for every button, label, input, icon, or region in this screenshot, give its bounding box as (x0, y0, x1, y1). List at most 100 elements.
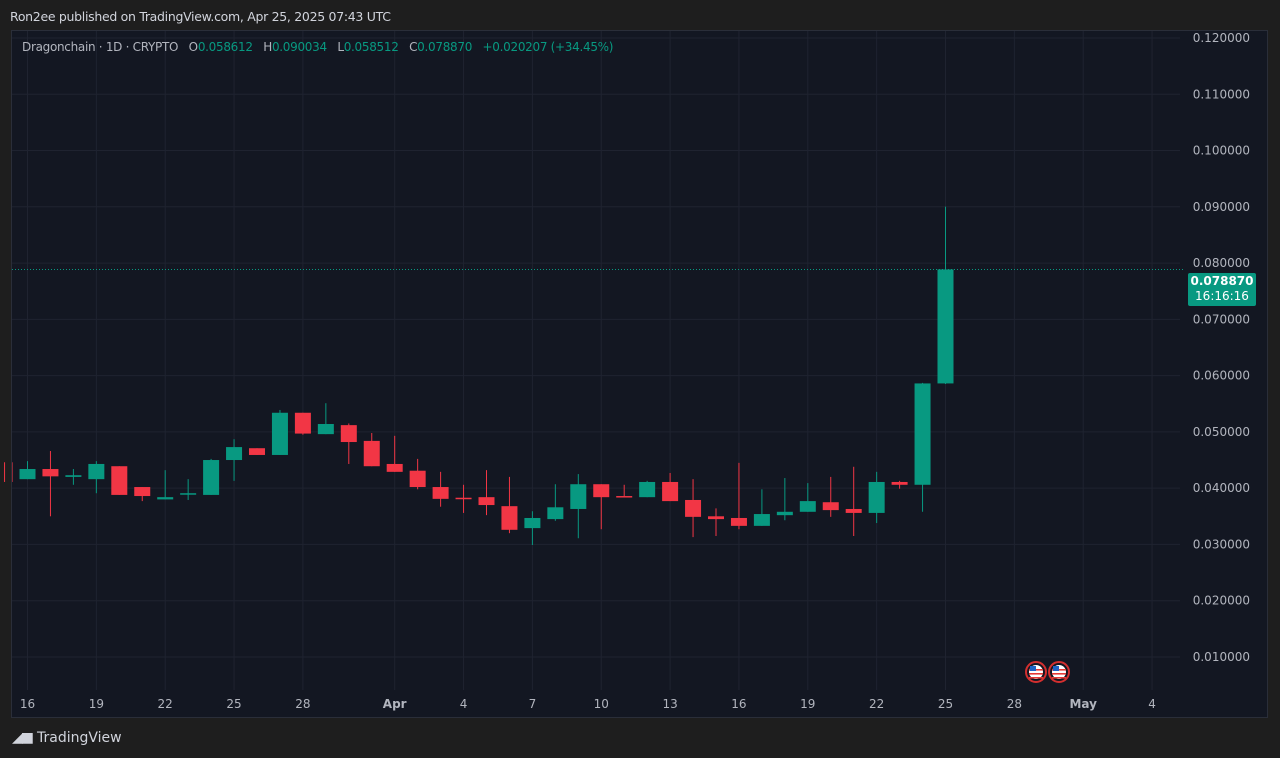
candle (662, 472, 679, 502)
candle (570, 474, 587, 539)
candle-body (19, 469, 36, 480)
candle-body (708, 516, 724, 520)
candle-body (730, 517, 747, 526)
candle (914, 382, 931, 512)
candle-body (386, 463, 403, 472)
candle (111, 466, 128, 495)
x-tick-label: 28 (295, 697, 310, 711)
publish-info: Ron2ee published on TradingView.com, Apr… (10, 9, 391, 24)
us-flag-event-icon[interactable] (1025, 661, 1047, 683)
candle-body (524, 517, 541, 529)
x-tick-label: 19 (800, 697, 815, 711)
x-tick-label: 7 (529, 697, 537, 711)
candle (203, 458, 220, 495)
candle (157, 470, 174, 500)
candle (409, 458, 426, 490)
candle-body (891, 481, 908, 485)
candle (363, 433, 380, 467)
x-tick-label: 22 (158, 697, 173, 711)
candle-body (547, 507, 564, 520)
candle (271, 409, 288, 455)
candle-body (271, 412, 288, 455)
candle-body (88, 463, 105, 480)
x-tick-label: 13 (662, 697, 677, 711)
x-tick-label: 19 (89, 697, 104, 711)
candle-body (363, 440, 380, 467)
candle (891, 480, 908, 489)
candle (4, 462, 13, 482)
candle-body (226, 447, 243, 461)
last-price-label: 0.078870 16:16:16 (1188, 273, 1256, 306)
candle (547, 484, 564, 521)
candle (708, 508, 724, 536)
y-tick-label: 0.050000 (1193, 425, 1250, 439)
high-label: H (263, 40, 272, 54)
candle-body (845, 508, 862, 513)
y-tick-label: 0.040000 (1193, 481, 1250, 495)
us-flag-event-icon[interactable] (1048, 661, 1070, 683)
candle-body (937, 269, 954, 384)
tradingview-logo: ◢■ (12, 730, 34, 746)
candle (868, 471, 885, 524)
candle-body (776, 511, 793, 516)
candle (294, 412, 311, 435)
candle (478, 470, 495, 516)
last-price-value: 0.078870 (1190, 274, 1254, 288)
low-value: 0.058512 (343, 40, 399, 54)
candle (639, 480, 656, 498)
candle (937, 206, 954, 384)
candle (386, 435, 403, 472)
candle (524, 511, 541, 545)
candle-body (409, 470, 426, 488)
candle (134, 487, 151, 502)
candle-body (662, 481, 679, 502)
candle-body (570, 484, 587, 509)
candle (455, 484, 472, 513)
y-tick-label: 0.090000 (1193, 200, 1250, 214)
x-tick-label: 25 (938, 697, 953, 711)
candle (249, 448, 265, 455)
candle-body (868, 481, 885, 513)
chart-legend: Dragonchain · 1D · CRYPTO O0.058612 H0.0… (22, 40, 613, 54)
chart-panel[interactable] (11, 30, 1268, 718)
candle (19, 461, 36, 480)
candle (753, 489, 770, 526)
candle (799, 483, 816, 512)
candle (42, 451, 59, 517)
x-tick-label: 4 (460, 697, 468, 711)
candle (432, 471, 449, 507)
candle (180, 479, 197, 500)
candle-body (111, 466, 128, 495)
candle-body (203, 460, 220, 495)
candle-body (340, 425, 357, 443)
candle (226, 439, 243, 481)
y-tick-label: 0.020000 (1193, 594, 1250, 608)
candle-body (616, 496, 633, 498)
tradingview-brand[interactable]: ◢■ TradingView (12, 730, 122, 746)
x-tick-label: 25 (226, 697, 241, 711)
y-tick-label: 0.060000 (1193, 369, 1250, 383)
open-value: 0.058612 (197, 40, 253, 54)
y-tick-label: 0.110000 (1193, 87, 1250, 101)
candle-body (42, 469, 59, 477)
candle-body (294, 412, 311, 434)
candle-body (914, 383, 931, 485)
candle-body (753, 514, 770, 526)
candle (340, 423, 357, 464)
change-value: +0.020207 (+34.45%) (482, 40, 614, 54)
close-label: C (409, 40, 418, 54)
candle-body (317, 424, 334, 435)
x-tick-label: May (1069, 697, 1097, 711)
brand-name: TradingView (37, 730, 122, 746)
candle (776, 478, 793, 521)
candle-body (432, 487, 449, 499)
x-tick-label: 16 (20, 697, 35, 711)
close-value: 0.078870 (417, 40, 473, 54)
candle (65, 469, 82, 485)
symbol-label[interactable]: Dragonchain · 1D · CRYPTO (22, 40, 179, 54)
high-value: 0.090034 (271, 40, 327, 54)
candle-body (501, 506, 518, 530)
y-tick-label: 0.030000 (1193, 537, 1250, 551)
candle (317, 403, 334, 435)
